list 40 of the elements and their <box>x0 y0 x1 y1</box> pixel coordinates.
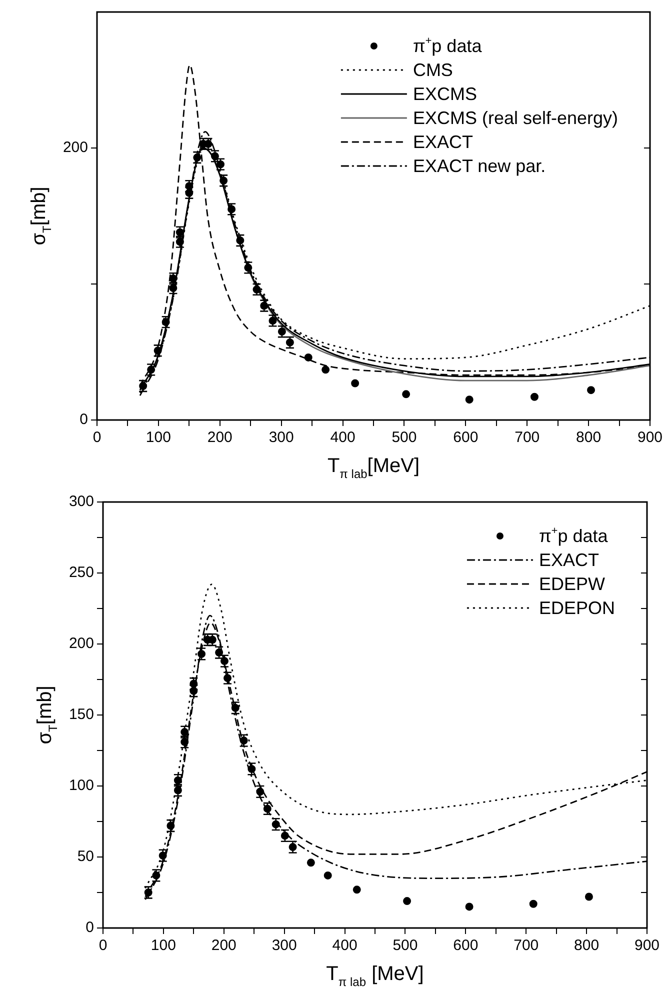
legend-label: π+p data <box>538 524 609 546</box>
legend-label: EXCMS (real self-energy) <box>412 108 618 128</box>
y-tick-label: 0 <box>80 411 88 428</box>
x-tick-label: 300 <box>272 937 297 954</box>
legend-label: EXACT <box>538 550 599 570</box>
y-tick-label: 200 <box>68 635 94 652</box>
x-tick-label: 700 <box>514 429 540 446</box>
y-tick-label: 300 <box>68 493 94 510</box>
y-tick-label: 150 <box>68 706 94 724</box>
legend-label: CMS <box>412 60 453 80</box>
x-tick-label: 400 <box>332 937 358 954</box>
legend-label: EXACT <box>412 132 473 152</box>
legend-label: EXACT new par. <box>412 156 546 176</box>
x-tick-label: 700 <box>514 937 539 954</box>
x-tick-label: 800 <box>576 429 602 446</box>
x-tick-label: 500 <box>392 429 417 446</box>
x-tick-label: 600 <box>453 937 478 954</box>
x-tick-label: 300 <box>268 429 294 446</box>
x-tick-label: 900 <box>637 429 663 446</box>
y-tick-label: 100 <box>68 777 94 794</box>
x-tick-label: 800 <box>574 937 600 954</box>
legend-label: π+p data <box>412 34 483 56</box>
x-tick-label: 100 <box>146 429 171 446</box>
legend-label: EDEPON <box>538 598 616 618</box>
legend-label: EXCMS <box>412 84 477 104</box>
x-tick-label: 500 <box>392 937 418 954</box>
x-tick-label: 0 <box>98 937 108 954</box>
y-tick-label: 50 <box>77 848 94 866</box>
x-tick-label: 100 <box>150 937 176 954</box>
x-tick-label: 200 <box>207 429 232 446</box>
y-axis-title: σT[mb] <box>28 186 54 246</box>
x-tick-label: 400 <box>330 429 356 446</box>
y-tick-label: 200 <box>62 139 88 156</box>
y-tick-label: 250 <box>68 564 94 582</box>
x-tick-label: 600 <box>453 429 478 446</box>
x-tick-label: 200 <box>211 937 236 954</box>
legend-label: EDEPW <box>538 574 605 594</box>
y-axis-title: σT[mb] <box>34 686 60 744</box>
y-tick-label: 0 <box>86 919 94 936</box>
x-tick-label: 900 <box>634 937 660 954</box>
